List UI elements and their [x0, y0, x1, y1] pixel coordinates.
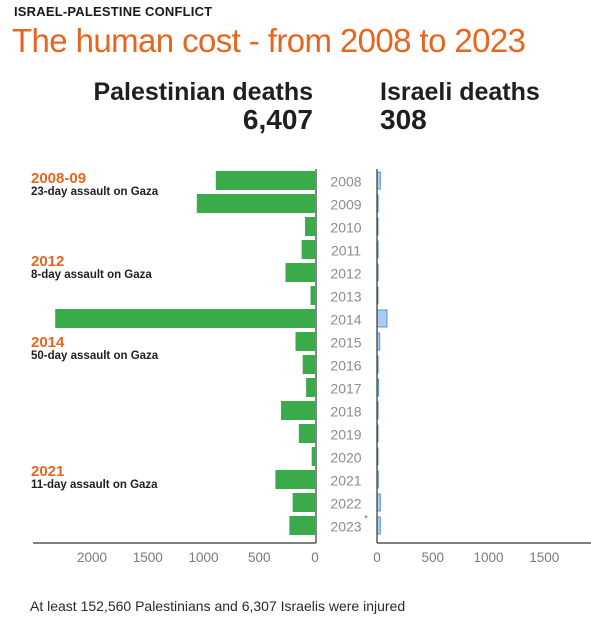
palestinian-bar — [302, 355, 315, 374]
palestinian-bar — [215, 171, 315, 190]
event-annotation: 2012 8-day assault on Gaza — [31, 254, 152, 282]
year-label: 2022 — [330, 496, 361, 512]
palestinian-bar — [292, 493, 315, 512]
left-tick-label: 1000 — [188, 550, 218, 565]
palestinian-bar — [311, 447, 315, 466]
right-tick-label: 1500 — [529, 550, 559, 565]
palestinian-bar — [289, 516, 315, 535]
event-annotation: 2014 50-day assault on Gaza — [31, 335, 158, 363]
palestinian-bar — [306, 378, 315, 397]
year-label: 2016 — [330, 358, 361, 374]
year-label: 2023 — [330, 519, 361, 535]
palestinian-label: Palestinian deaths — [93, 78, 313, 106]
year-label: 2019 — [330, 427, 361, 443]
year-label: 2011 — [331, 243, 361, 259]
event-annotation: 2021 11-day assault on Gaza — [31, 464, 158, 492]
palestinian-bar — [285, 263, 315, 282]
right-tick-label: 500 — [422, 550, 445, 565]
palestinian-bar — [275, 470, 315, 489]
year-label: 2015 — [330, 335, 361, 351]
year-label: 2017 — [330, 381, 361, 397]
asterisk-mark: * — [364, 514, 368, 525]
year-label: 2010 — [330, 220, 361, 236]
year-label: 2012 — [330, 266, 361, 282]
palestinian-total: 6,407 — [242, 104, 313, 135]
event-annotation: 2008-09 23-day assault on Gaza — [31, 171, 158, 199]
event-year: 2008-09 — [31, 170, 87, 187]
palestinian-bar — [55, 309, 315, 328]
kicker: ISRAEL-PALESTINE CONFLICT — [14, 4, 213, 19]
event-desc: 11-day assault on Gaza — [31, 479, 158, 491]
israeli-label: Israeli deaths — [380, 78, 540, 106]
year-label: 2020 — [330, 450, 361, 466]
event-desc: 50-day assault on Gaza — [31, 350, 159, 362]
event-year: 2012 — [31, 253, 65, 270]
event-year: 2021 — [31, 463, 65, 480]
year-label: 2009 — [330, 197, 361, 213]
year-label: 2013 — [330, 289, 361, 305]
right-tick-label: 1000 — [473, 550, 503, 565]
chart-title: The human cost - from 2008 to 2023 — [12, 22, 526, 59]
left-tick-label: 500 — [248, 550, 271, 565]
year-label: 2018 — [330, 404, 361, 420]
year-label: 2014 — [330, 312, 361, 328]
left-tick-label: 0 — [311, 550, 319, 565]
year-label: 2021 — [330, 473, 361, 489]
palestinian-bar — [301, 240, 315, 259]
israeli-bar — [376, 309, 388, 328]
palestinian-bar — [305, 217, 315, 236]
palestinian-bar — [295, 332, 315, 351]
right-tick-label: 0 — [373, 550, 381, 565]
palestinian-bar — [310, 286, 315, 305]
event-year: 2014 — [31, 334, 65, 351]
year-label: 2008 — [330, 174, 361, 190]
palestinian-bar — [298, 424, 315, 443]
footnote: At least 152,560 Palestinians and 6,307 … — [30, 598, 406, 614]
palestinian-bar — [196, 194, 315, 213]
left-tick-label: 1500 — [133, 550, 163, 565]
event-desc: 23-day assault on Gaza — [31, 186, 159, 198]
event-desc: 8-day assault on Gaza — [31, 269, 152, 281]
israeli-total: 308 — [380, 104, 427, 135]
left-tick-label: 2000 — [77, 550, 107, 565]
palestinian-bar — [281, 401, 315, 420]
